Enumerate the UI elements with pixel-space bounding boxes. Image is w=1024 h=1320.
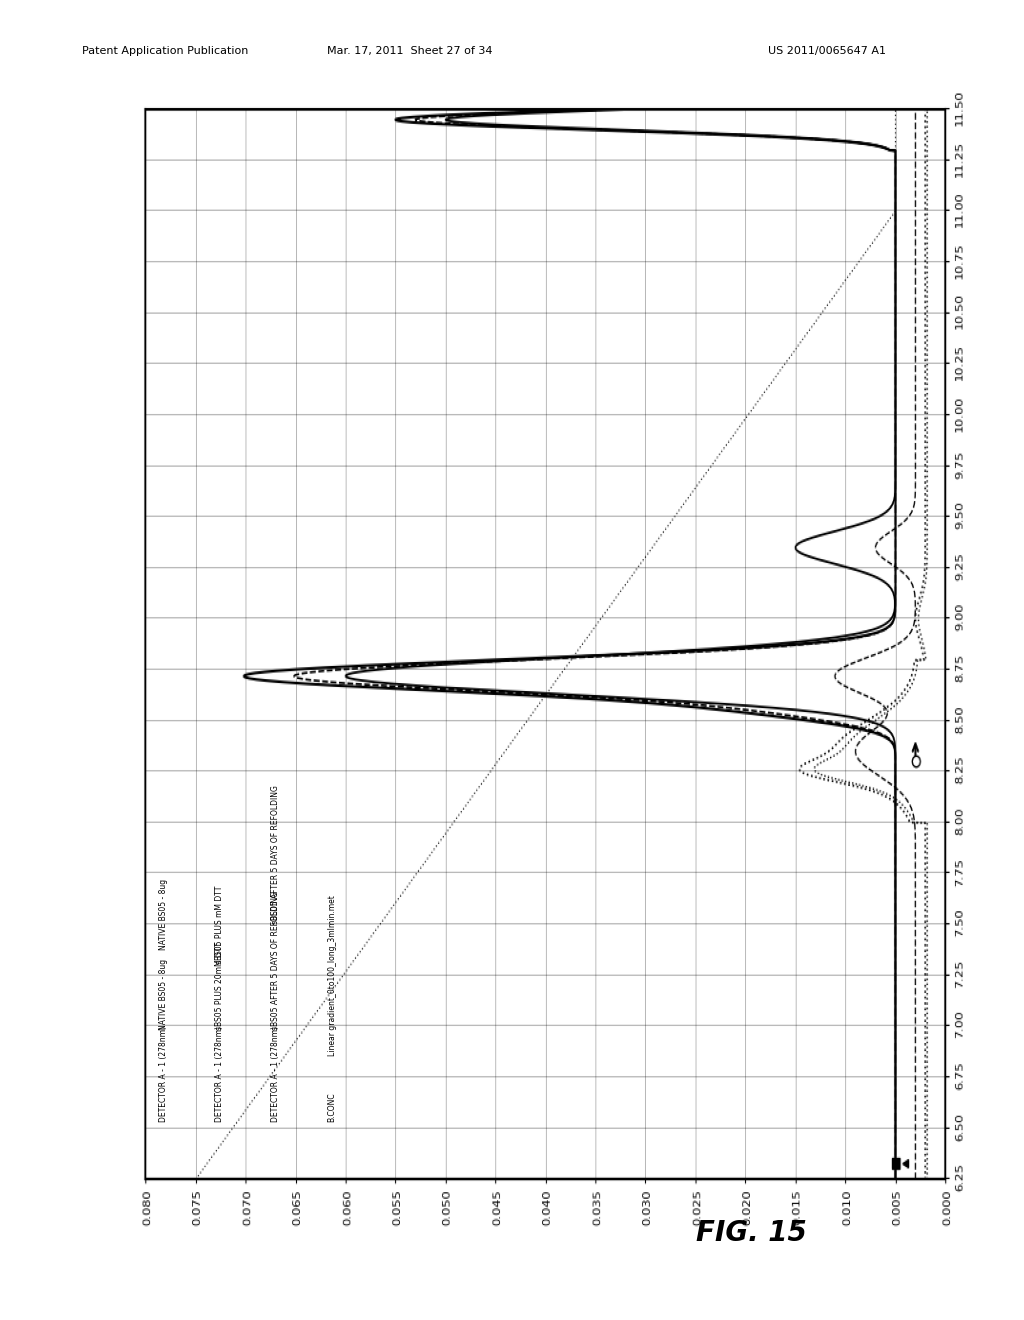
Text: B.CONC: B.CONC bbox=[328, 1093, 337, 1122]
Text: Mar. 17, 2011  Sheet 27 of 34: Mar. 17, 2011 Sheet 27 of 34 bbox=[327, 46, 493, 57]
Text: sBS05 PLUS 20mM DTT: sBS05 PLUS 20mM DTT bbox=[215, 941, 224, 1030]
Text: DETECTOR A - 1 (278nm): DETECTOR A - 1 (278nm) bbox=[159, 1026, 168, 1122]
Text: Linear gradient_0to100_long_3mlmin.met: Linear gradient_0to100_long_3mlmin.met bbox=[328, 895, 337, 1056]
Text: FIG. 15: FIG. 15 bbox=[696, 1220, 807, 1247]
Text: Patent Application Publication: Patent Application Publication bbox=[82, 46, 248, 57]
Text: US 2011/0065647 A1: US 2011/0065647 A1 bbox=[768, 46, 886, 57]
Text: NATIVE BS05 - 8ug: NATIVE BS05 - 8ug bbox=[159, 879, 168, 950]
Text: NATIVE BS05 - 8ug: NATIVE BS05 - 8ug bbox=[159, 958, 168, 1030]
Text: DETECTOR A - 1 (278nm): DETECTOR A - 1 (278nm) bbox=[271, 1026, 281, 1122]
Text: sBS05 PLUS mM DTT: sBS05 PLUS mM DTT bbox=[215, 886, 224, 964]
Text: DETECTOR A - 1 (278nm): DETECTOR A - 1 (278nm) bbox=[215, 1026, 224, 1122]
Text: sBS05 AFTER 5 DAYS OF REFOLDING: sBS05 AFTER 5 DAYS OF REFOLDING bbox=[271, 891, 281, 1030]
Text: sBS05 AFTER 5 DAYS OF REFOLDING: sBS05 AFTER 5 DAYS OF REFOLDING bbox=[271, 785, 281, 924]
